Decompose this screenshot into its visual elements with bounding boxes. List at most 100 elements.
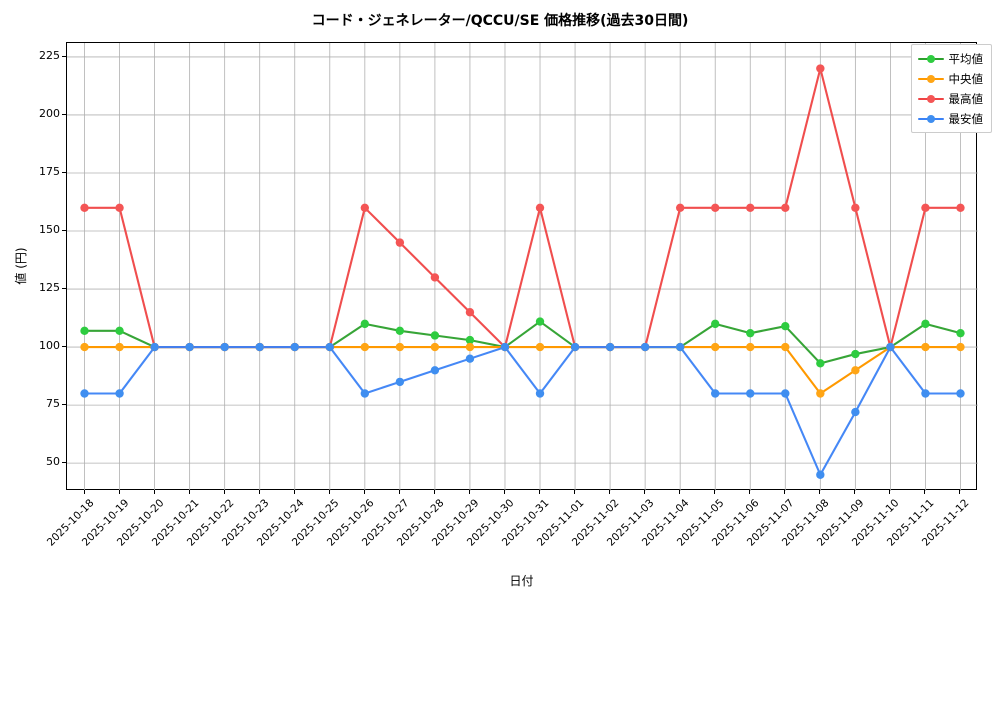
x-axis-tick [889,490,891,494]
x-axis-tick [258,490,260,494]
legend-swatch-icon [917,113,944,125]
data-point [956,342,965,352]
data-point [80,203,89,213]
data-point [711,203,720,213]
x-axis-tick [223,490,225,494]
data-point [360,389,370,398]
x-axis-tick [468,490,470,494]
data-point [711,342,720,352]
data-point [816,64,825,73]
x-axis-tick [118,490,120,494]
legend-item-0[interactable]: 平均値 [917,50,984,67]
data-point [675,203,685,213]
data-point [185,342,194,352]
data-point [781,389,790,398]
data-point [395,238,405,247]
data-point [325,342,334,352]
y-axis-tick [62,55,66,57]
data-point [605,342,615,352]
x-axis-tick [959,490,961,494]
data-point [80,342,89,352]
chart-title: コード・ジェネレーター/QCCU/SE 価格推移(過去30日間) [311,13,689,29]
y-axis-label: 値 (円) [14,247,28,285]
data-point [640,342,650,352]
data-point [115,342,124,352]
y-axis-tick-label: 175 [39,164,60,178]
data-point [781,321,790,331]
data-point [956,203,965,213]
x-axis-tick [784,490,786,494]
x-axis-tick [644,490,646,494]
data-point [430,366,440,375]
x-axis-tick [363,490,365,494]
y-axis-tick [62,404,66,406]
legend-item-1[interactable]: 中央値 [917,70,983,87]
data-point [360,203,370,213]
data-point [535,389,545,398]
y-axis-tick-label: 50 [46,455,60,469]
data-point [80,389,89,398]
series-line-3 [83,346,962,476]
data-point [851,349,860,359]
data-point [816,389,825,398]
legend-label: 平均値 [948,51,984,66]
x-axis-tick [293,490,295,494]
legend-item-2[interactable]: 最高値 [917,90,984,107]
legend-label: 最安値 [948,111,984,126]
data-point [816,470,825,479]
y-axis-tick-label: 125 [39,281,60,295]
x-axis-tick [714,490,716,494]
y-axis-tick-label: 200 [39,106,60,120]
grid-lines [67,43,978,491]
y-axis-tick-label: 75 [46,397,60,411]
data-point [430,273,440,282]
y-axis-tick [62,288,66,290]
x-axis-tick [433,490,435,494]
chart-legend: 平均値中央値最高値最安値 [910,44,992,133]
data-point [465,342,475,352]
data-point [360,342,370,352]
y-axis-tick [62,113,66,115]
x-axis-label: 日付 [509,574,534,588]
data-point [711,389,720,398]
plot-area [66,42,978,491]
data-point [851,203,860,213]
x-axis-tick [539,490,541,494]
data-point [746,342,755,352]
legend-label: 最高値 [948,91,984,106]
y-axis-tick [62,171,66,173]
data-point [395,326,405,336]
data-point [851,407,860,417]
data-point [746,203,755,213]
data-point [921,389,930,398]
y-axis-tick [62,462,66,464]
data-point [921,319,930,329]
series-lines [80,64,965,479]
series-line-0 [83,320,962,365]
data-point [395,377,405,387]
x-axis-tick [398,490,400,494]
data-point [430,331,440,340]
y-axis-tick-label: 225 [39,48,60,62]
data-point [746,389,755,398]
x-axis-tick [328,490,330,494]
data-point [115,389,124,398]
y-axis-tick [62,346,66,348]
legend-swatch-icon [917,53,944,65]
data-point [851,366,860,375]
data-point [956,389,965,398]
x-axis-tick [749,490,751,494]
x-axis-tick [819,490,821,494]
x-axis-tick [188,490,190,494]
x-axis-tick [679,490,681,494]
data-point [150,342,159,352]
data-point [220,342,229,352]
data-point [290,342,299,352]
data-point [500,342,510,352]
x-axis-tick [574,490,576,494]
legend-item-3[interactable]: 最安値 [917,110,984,127]
x-axis-tick [924,490,926,494]
data-point [570,342,580,352]
data-point [395,342,405,352]
data-point [921,203,930,213]
